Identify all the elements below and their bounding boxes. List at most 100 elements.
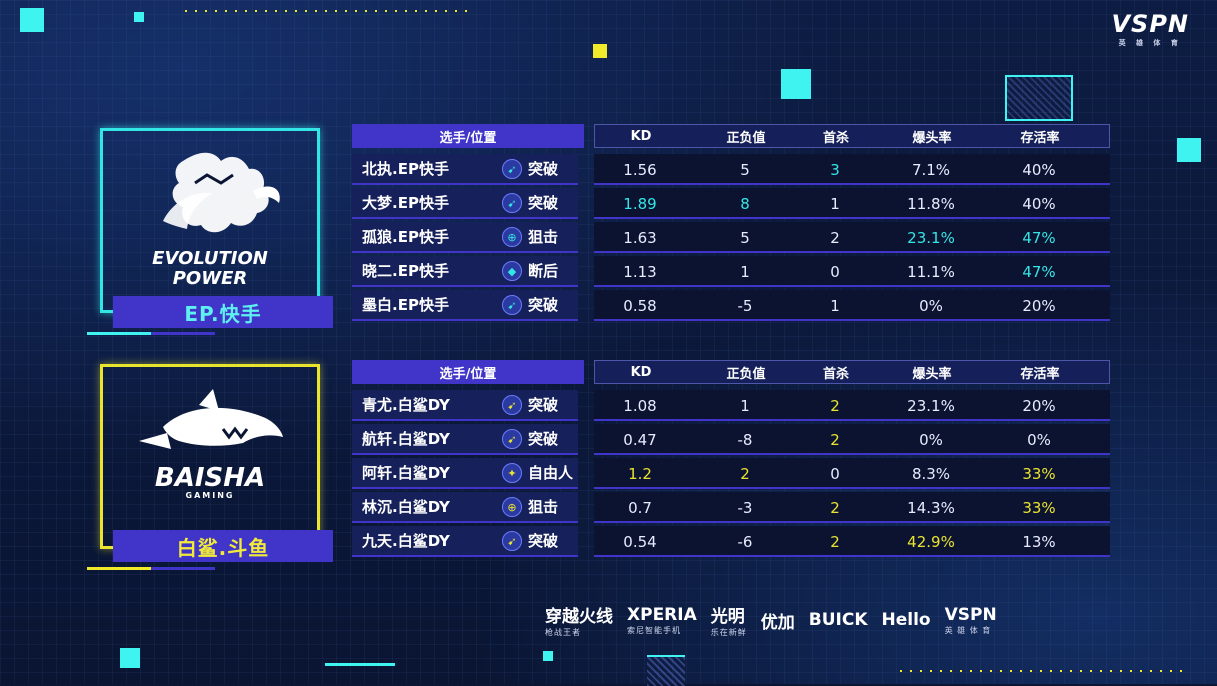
sniper-icon: ⊕ (502, 227, 522, 247)
player-role: 突破 (528, 430, 559, 448)
stat-survival-rate: 0% (1027, 430, 1051, 449)
vspn-brand-logo: VSPN 英 雄 体 育 (1111, 10, 1189, 47)
stat-survival-rate: 47% (1022, 228, 1056, 247)
stat-headshot-rate: 14.3% (907, 498, 955, 517)
stat-headshot-rate: 11.1% (907, 262, 955, 281)
stat-headshot-rate: 7.1% (911, 160, 951, 179)
deco-underline (87, 332, 215, 335)
deco-square (781, 69, 811, 99)
table-row: 林沉.白鲨DY ⊕ 狙击 0.7 -3 2 14.3% 33% (352, 492, 1110, 524)
player-name: 孤狼.EP快手 (362, 228, 449, 246)
table-row: 航轩.白鲨DY ➹ 突破 0.47 -8 2 0% 0% (352, 424, 1110, 456)
stat-first-kill: 2 (830, 228, 840, 247)
stat-plusminus: 1 (740, 396, 750, 415)
deco-square (20, 8, 44, 32)
stats-cell: 0.7 -3 2 14.3% 33% (594, 492, 1110, 523)
stats-cell: 1.89 8 1 11.8% 40% (594, 188, 1110, 219)
player-role: 断后 (528, 262, 559, 280)
sponsor-logo: Hello (882, 610, 931, 630)
stats-cell: 1.13 1 0 11.1% 47% (594, 256, 1110, 287)
player-cell: 大梦.EP快手 ➹ 突破 (352, 188, 578, 219)
player-role: 突破 (528, 194, 559, 212)
sponsor-logo: 穿越火线 枪战王者 (545, 602, 613, 638)
sponsor-sub: 英 雄 体 育 (944, 625, 992, 635)
stat-plusminus: 8 (740, 194, 750, 213)
deco-line (325, 663, 395, 666)
stat-survival-rate: 40% (1022, 160, 1056, 179)
stat-headshot-rate: 8.3% (911, 464, 951, 483)
player-cell: 孤狼.EP快手 ⊕ 狙击 (352, 222, 578, 253)
deco-frame (1005, 75, 1073, 121)
player-role: 突破 (528, 296, 559, 314)
table-row: 墨白.EP快手 ➹ 突破 0.58 -5 1 0% 20% (352, 290, 1110, 322)
stat-kd: 1.13 (623, 262, 657, 281)
stats-cell: 0.58 -5 1 0% 20% (594, 290, 1110, 321)
stat-plusminus: -8 (737, 430, 753, 449)
header-plusminus: 正负值 (726, 366, 766, 382)
player-cell: 阿轩.白鲨DY ✦ 自由人 (352, 458, 578, 489)
sponsor-logo: BUICK (809, 610, 868, 630)
player-name: 航轩.白鲨DY (362, 430, 450, 448)
table-row: 晓二.EP快手 ◆ 断后 1.13 1 0 11.1% 47% (352, 256, 1110, 288)
player-name: 九天.白鲨DY (362, 532, 450, 550)
header-plusminus: 正负值 (726, 130, 766, 146)
sponsor-sub: 索尼智能手机 (627, 625, 681, 635)
header-kd: KD (630, 128, 652, 144)
stats-cell: 1.56 5 3 7.1% 40% (594, 154, 1110, 185)
header-player-position: 选手/位置 (352, 360, 584, 384)
table-row: 大梦.EP快手 ➹ 突破 1.89 8 1 11.8% 40% (352, 188, 1110, 220)
sponsor-name: Hello (881, 610, 931, 630)
player-role: 突破 (528, 160, 559, 178)
stat-first-kill: 2 (830, 396, 840, 415)
stat-headshot-rate: 11.8% (907, 194, 955, 213)
sponsor-sub: 乐在新鲜 (710, 628, 747, 637)
sponsor-logo: 光明 乐在新鲜 (711, 602, 747, 638)
player-name: 林沉.白鲨DY (362, 498, 450, 516)
stat-kd: 1.08 (623, 396, 657, 415)
header-kd: KD (630, 364, 652, 380)
breach-icon: ➹ (502, 531, 522, 551)
ep-logo-wordmark: EVOLUTION POWER (152, 248, 268, 289)
sponsor-name: 优加 (760, 612, 795, 633)
stat-first-kill: 0 (830, 464, 840, 483)
player-name: 北执.EP快手 (362, 160, 449, 178)
stat-kd: 0.54 (623, 532, 657, 551)
anchor-icon: ◆ (502, 261, 522, 281)
stat-plusminus: 5 (740, 228, 750, 247)
breach-icon: ➹ (502, 193, 522, 213)
sponsor-name: XPERIA (627, 604, 697, 625)
sponsor-logo: XPERIA 索尼智能手机 (627, 605, 697, 636)
stat-plusminus: 2 (740, 464, 750, 483)
team-logo-box-ep: EVOLUTION POWER (100, 128, 320, 313)
sponsor-bar: 穿越火线 枪战王者 XPERIA 索尼智能手机 光明 乐在新鲜 优加 BUICK Hello VS… (545, 600, 1185, 640)
player-name: 晓二.EP快手 (362, 262, 449, 280)
stat-survival-rate: 20% (1022, 296, 1056, 315)
player-cell: 航轩.白鲨DY ➹ 突破 (352, 424, 578, 455)
table-row: 青尤.白鲨DY ➹ 突破 1.08 1 2 23.1% 20% (352, 390, 1110, 422)
stat-first-kill: 2 (830, 498, 840, 517)
stat-kd: 0.47 (623, 430, 657, 449)
deco-underline (87, 567, 215, 570)
breach-icon: ➹ (502, 159, 522, 179)
stat-plusminus: -6 (737, 532, 753, 551)
table-row: 九天.白鲨DY ➹ 突破 0.54 -6 2 42.9% 13% (352, 526, 1110, 558)
stat-headshot-rate: 42.9% (907, 532, 955, 551)
player-cell: 墨白.EP快手 ➹ 突破 (352, 290, 578, 321)
header-stats: KD 正负值 首杀 爆头率 存活率 (594, 360, 1110, 384)
team-logo-box-bs: BAISHA GAMING (100, 364, 320, 549)
deco-frame (647, 655, 685, 686)
dragon-logo-icon (163, 152, 280, 233)
header-stats: KD 正负值 首杀 爆头率 存活率 (594, 124, 1110, 148)
stat-survival-rate: 47% (1022, 262, 1056, 281)
deco-square (543, 651, 553, 661)
stat-first-kill: 3 (830, 160, 840, 179)
deco-dotline (900, 670, 1190, 672)
stat-headshot-rate: 23.1% (907, 396, 955, 415)
header-survival-rate: 存活率 (1020, 366, 1060, 382)
sponsor-logo: 优加 (761, 608, 795, 633)
baisha-logo-sub: GAMING (185, 491, 235, 500)
header-first-kill: 首杀 (822, 366, 849, 382)
player-cell: 青尤.白鲨DY ➹ 突破 (352, 390, 578, 421)
